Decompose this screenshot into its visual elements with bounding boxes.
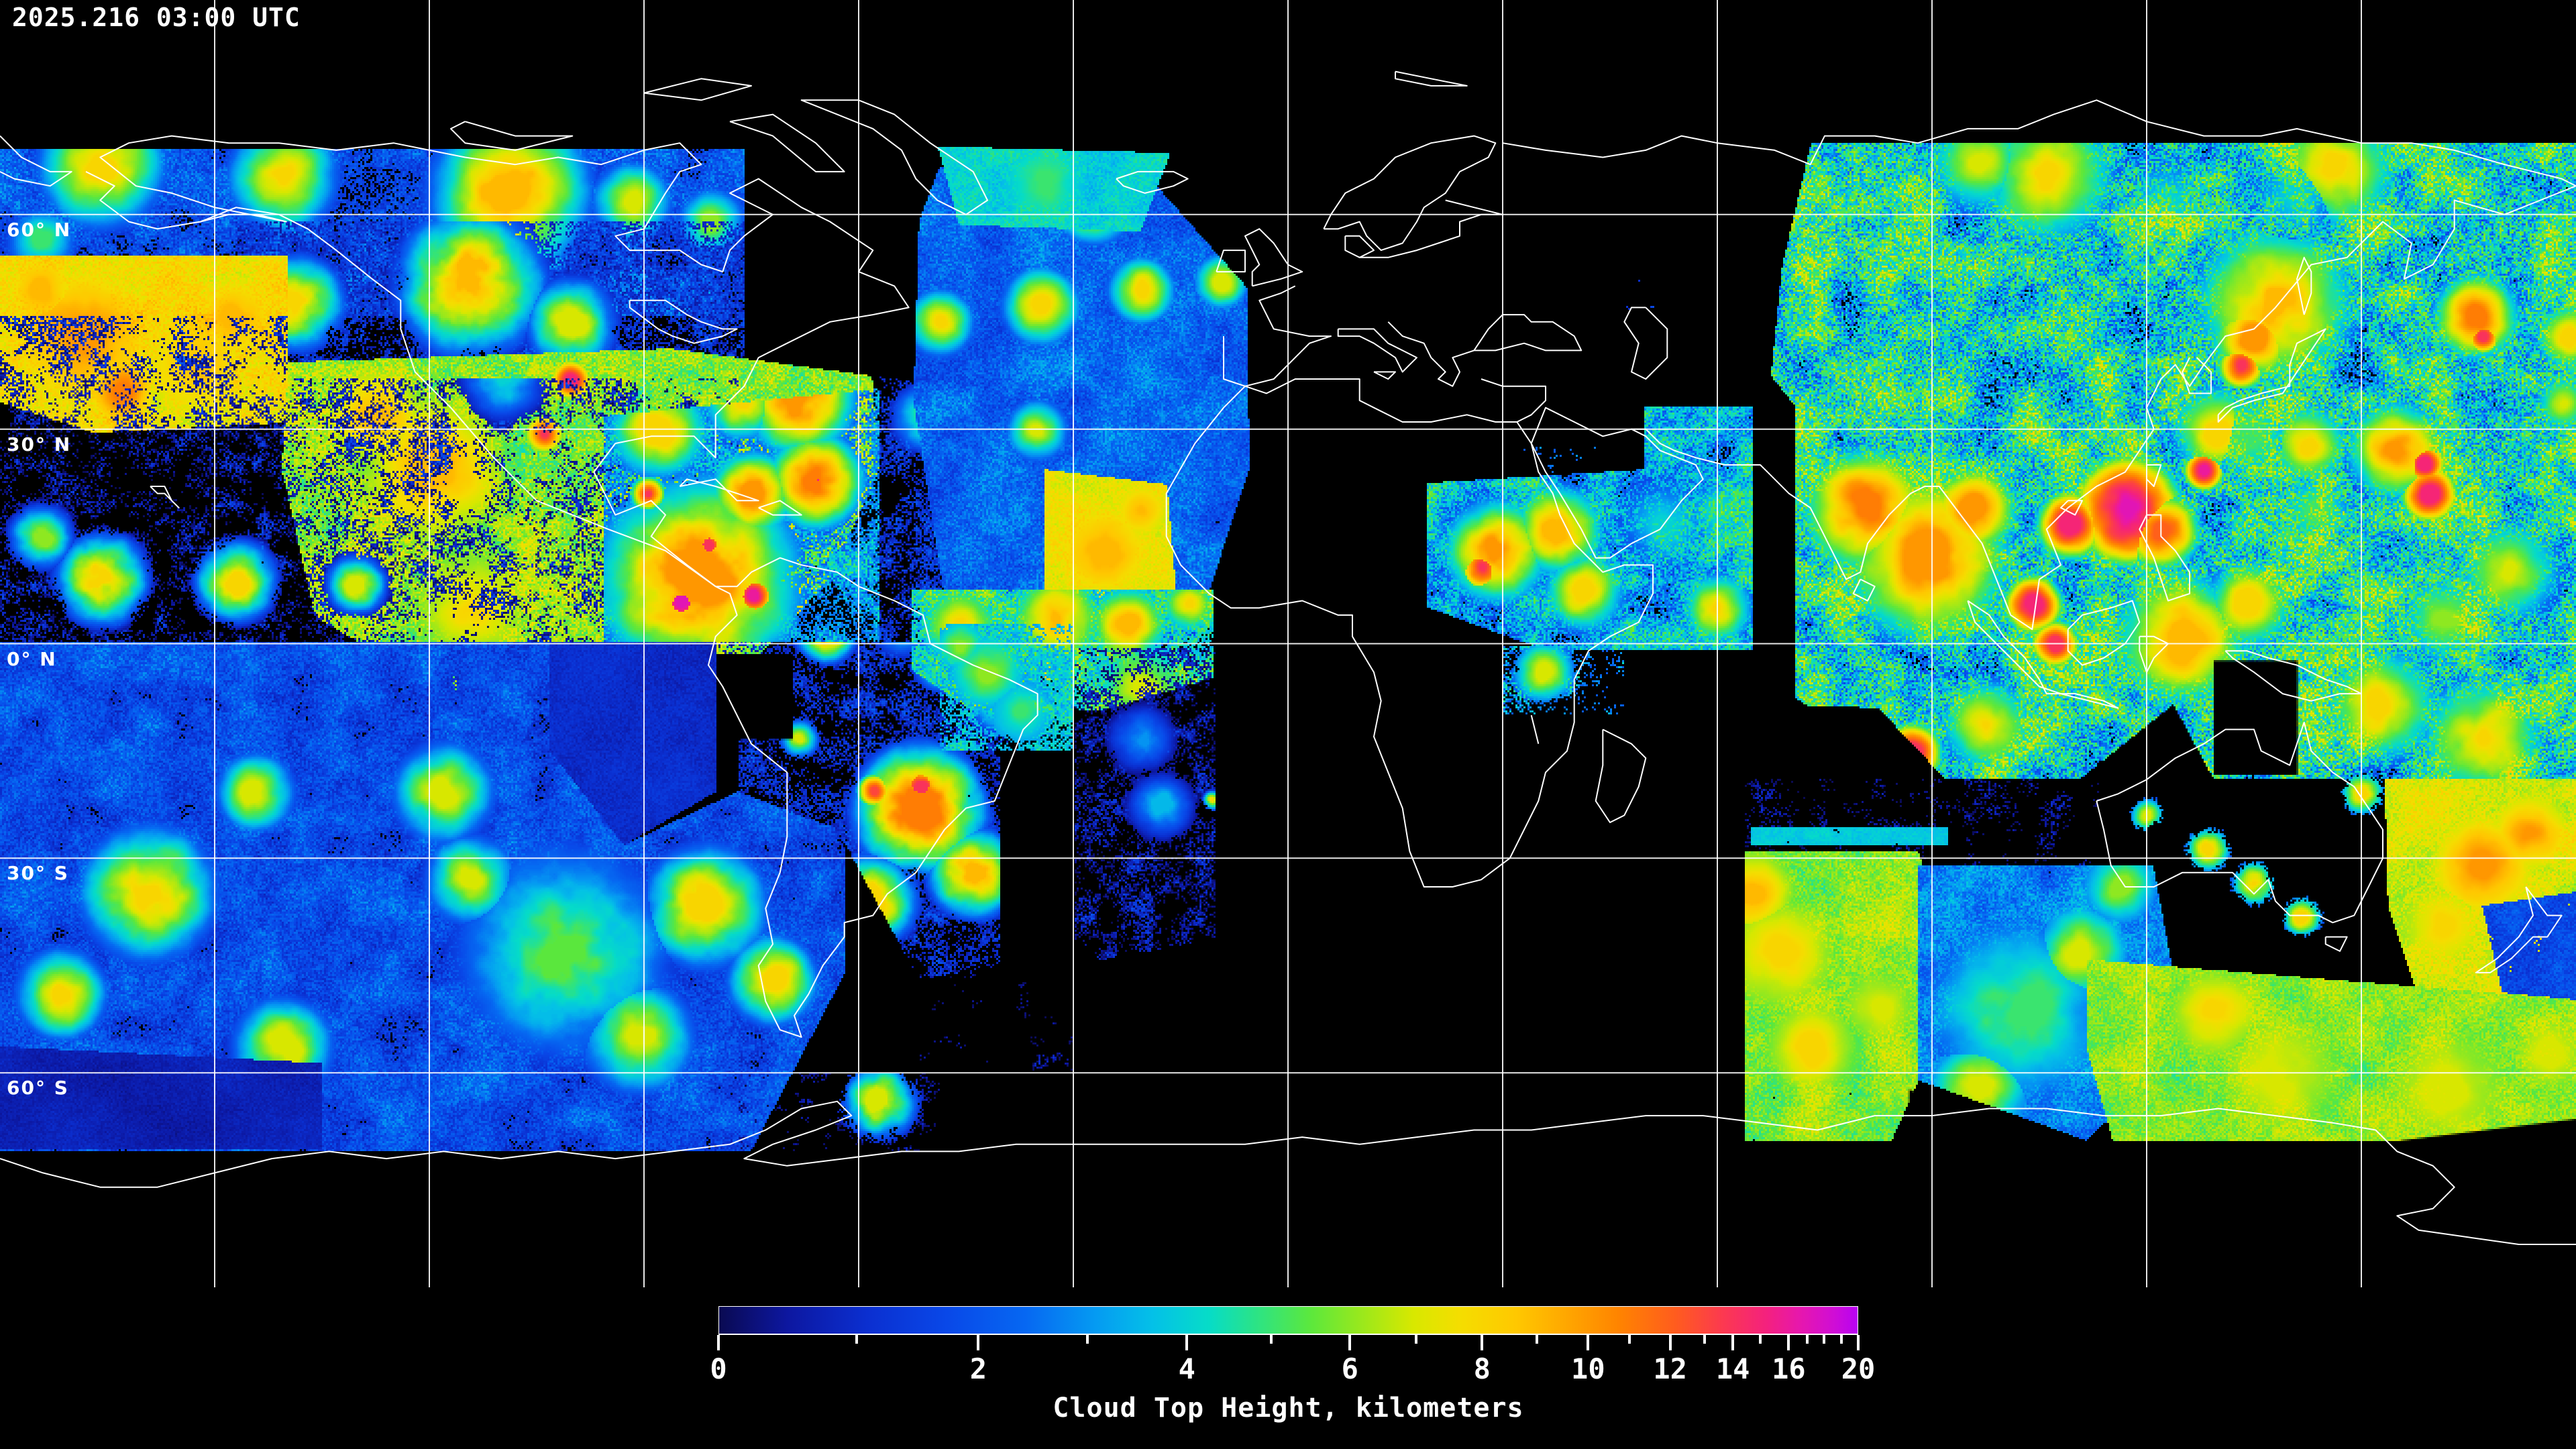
coastline-baffin [729,113,845,172]
coastline-ireland [1216,250,1246,273]
colorbar-tick-label: 0 [710,1352,727,1385]
latitude-label: 0° N [7,647,57,670]
coastline-arabia [1530,407,1704,559]
colorbar-tick-label: 4 [1178,1352,1195,1385]
coastline-philippines [2139,514,2190,602]
colorbar-tick-label: 2 [969,1352,987,1385]
coastline-denmark [1344,235,1375,258]
coastline-eurasia_arctic [1502,99,2576,187]
colorbar-tick-label: 20 [1841,1352,1876,1385]
colorbar-tick [1731,1335,1735,1350]
coastline-cuba [679,478,759,502]
colorbar-tick [855,1335,858,1344]
timestamp: 2025.216 03:00 UTC [12,3,301,32]
coastline-ellesmere [643,78,752,101]
coastline-na_west_coast [200,207,716,588]
coastline-chukotka [0,135,72,187]
colorbar-tick [1857,1335,1860,1350]
coastline-uk [1244,228,1303,287]
coastline-japan [2217,328,2326,423]
latitude-label: 60° S [7,1077,69,1099]
colorbar-tick [1587,1335,1590,1350]
coastline-iceland [1116,170,1189,194]
colorbar-tick [1758,1335,1762,1344]
coastline-turkey_levant [1481,378,1546,423]
colorbar-tick-label: 12 [1653,1352,1687,1385]
colorbar-tick [1086,1335,1089,1344]
coastline-balkans_greece [1387,321,1474,387]
colorbar-tick-label: 8 [1473,1352,1491,1385]
coastline-korea [2182,357,2212,394]
latitude-label: 30° S [7,862,69,885]
coastline-hawaii [150,486,180,508]
colorbar-tick-label: 10 [1571,1352,1605,1385]
colorbar-tick [1185,1335,1189,1350]
coastline-sakhalin [2296,256,2312,315]
coastline-madagascar [1595,729,1647,823]
coastline-taiwan [2146,464,2162,487]
coastline-hainan [2060,500,2083,516]
colorbar-title: Cloud Top Height, kilometers [1053,1393,1524,1424]
colorbar-gradient [718,1306,1858,1335]
latitude-label: 30° N [7,433,72,455]
colorbar-tick [1805,1335,1809,1344]
colorbar-tick [977,1335,980,1350]
coastline-borneo [2067,600,2141,666]
colorbar-tick [1481,1335,1484,1350]
coastline-sumatra_java [1967,600,2119,709]
coastline-great_lakes [629,299,738,344]
coastline-australia [2096,721,2383,924]
coastline-sri_lanka [1852,578,1876,602]
colorbar-tick [1668,1335,1672,1350]
coastline-north_america [278,142,910,588]
coastline-greenland [800,99,988,215]
colorbar-tick [1703,1335,1706,1344]
coastline-sicily [1373,371,1396,380]
coastline-iberia_france [1223,285,1332,387]
colorbar-tick [1787,1335,1790,1350]
coastline-baltic_south [1359,199,1503,258]
coastline-italy [1337,328,1417,373]
coastline-victoria_island [450,121,574,151]
coastline-sulawesi [2139,635,2169,674]
coastline-antarctica [0,1100,2576,1245]
coastline-asia_east_south [1631,185,2576,631]
colorbar-tick-label: 16 [1772,1352,1806,1385]
coastline-new_guinea [2224,650,2362,702]
colorbar-tick [1270,1335,1273,1344]
coastline-black_sea [1473,314,1582,352]
latitude-label: 60° N [7,218,72,241]
coastline-lake_malawi [1530,714,1540,745]
coastline-caspian_sea [1623,307,1668,380]
coastline-alaska [85,135,287,230]
coastline-new_zealand [2475,886,2563,973]
colorbar-tick [1823,1335,1826,1344]
colorbar-tick [1348,1335,1352,1350]
coastline-south_america [708,557,1038,1038]
coastline-scandinavia [1323,135,1497,252]
colorbar-tick-label: 6 [1341,1352,1358,1385]
coastline-svalbard [1395,70,1468,87]
colorbar-tick [1414,1335,1417,1344]
colorbar-tick [1535,1335,1538,1344]
colorbar-tick [717,1335,720,1350]
coastline-africa [1165,378,1654,888]
colorbar-tick-label: 14 [1715,1352,1750,1385]
coastline-tasmania [2324,936,2348,952]
colorbar-tick [1627,1335,1631,1344]
map-grid-and-coastlines [0,0,2576,1287]
coastline-hispaniola [758,500,802,516]
colorbar-tick [1839,1335,1843,1344]
